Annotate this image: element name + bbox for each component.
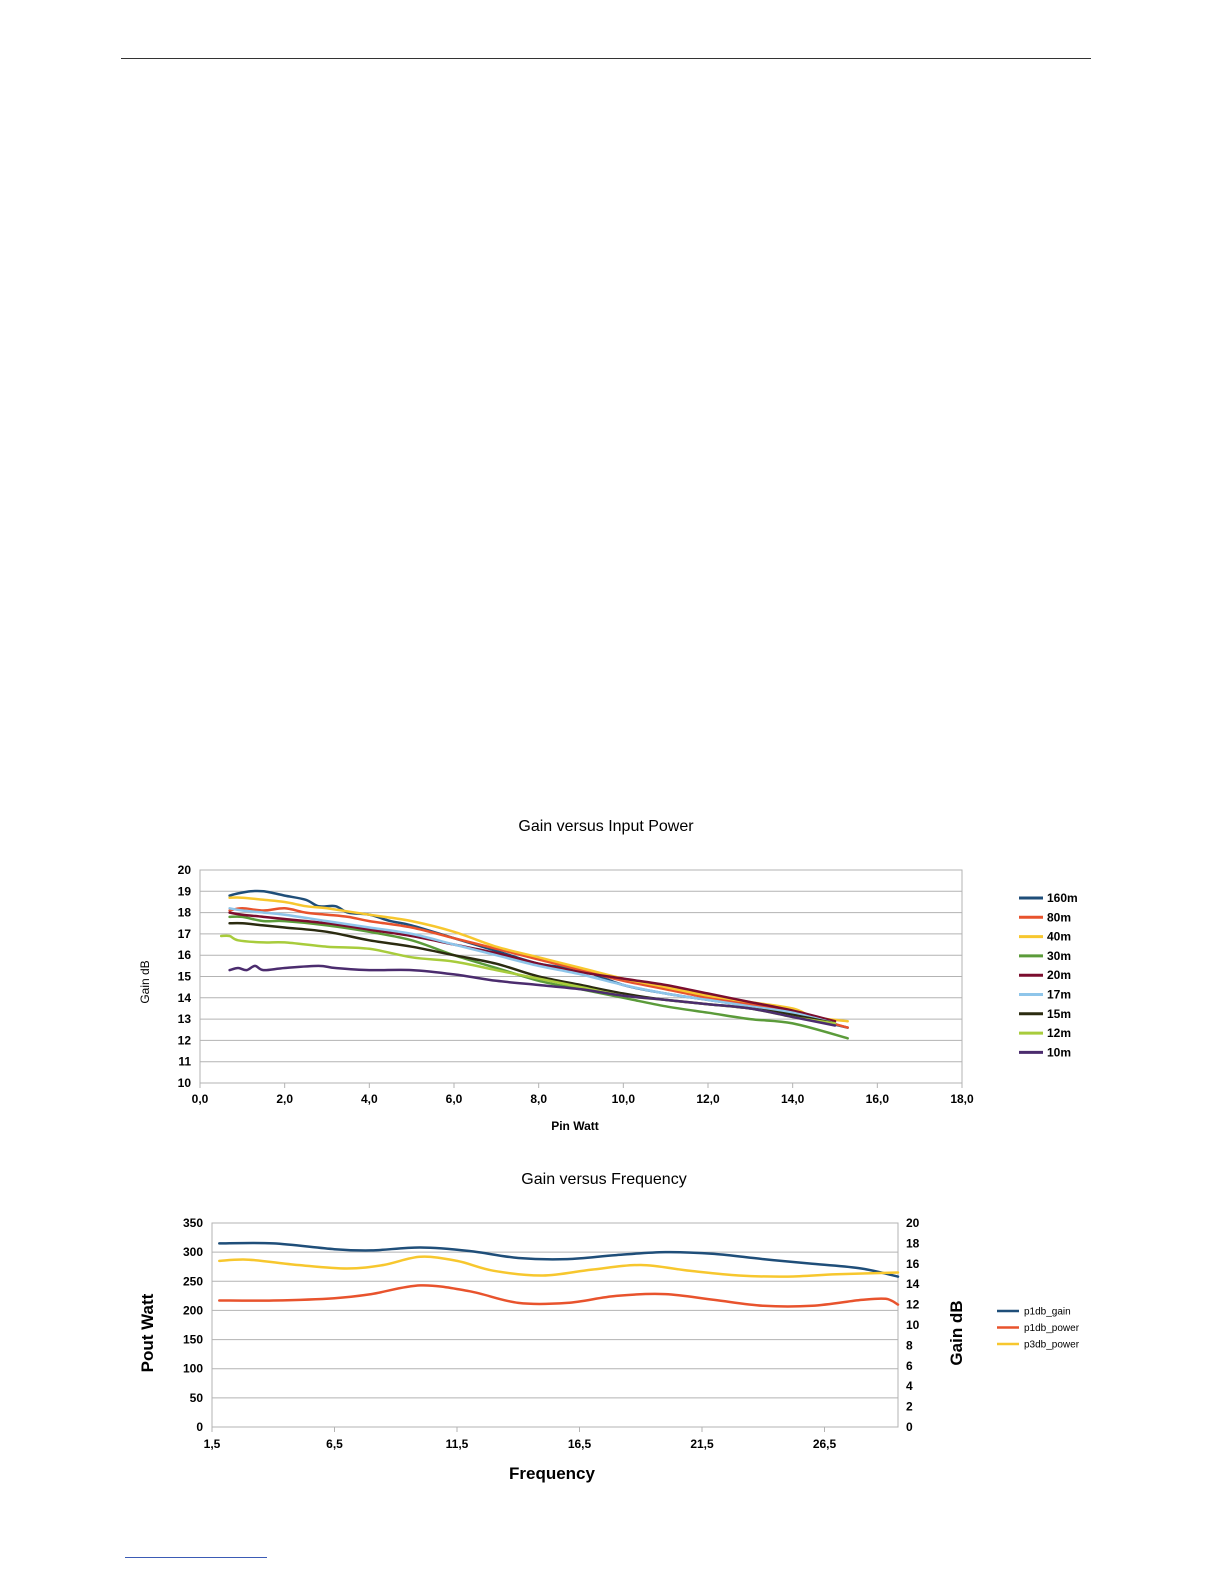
legend-label: p1db_gain [1024,1307,1071,1318]
x-tick-label: 0,0 [192,1092,209,1106]
y-tick-label: 100 [183,1362,203,1376]
x-axis-label: Pin Watt [551,1119,599,1133]
x-tick-labels: 1,5 6,5 11,5 16,5 21,5 26,5 [204,1437,837,1451]
y-tick-label: 13 [178,1012,192,1026]
x-tick-label: 18,0 [950,1092,974,1106]
y-tick-labels: 0 50 100 150 200 250 300 350 [183,1216,203,1434]
y2-tick-label: 6 [906,1359,913,1373]
legend-label: 40m [1047,930,1071,944]
legend-label: p1db_power [1024,1323,1080,1334]
chart-title: Gain versus Input Power [518,818,694,835]
legend-label: 30m [1047,949,1071,963]
y2-tick-label: 16 [906,1257,920,1271]
x-tick-label: 26,5 [813,1437,837,1451]
legend: 160m 80m 40m 30m 20m 17m 15m 12m 10m [1019,891,1078,1059]
y2-tick-label: 10 [906,1318,920,1332]
chart-title: Gain versus Frequency [521,1171,686,1188]
gain-vs-frequency-chart: Gain versus Frequency 1,5 6,5 11,5 16,5 21,5… [138,1171,1080,1483]
y2-tick-label: 4 [906,1379,913,1393]
legend-label: p3db_power [1024,1340,1080,1351]
series-line-80m [228,907,849,1029]
x-tick-label: 10,0 [612,1092,636,1106]
grid [211,1222,899,1432]
series-lines [219,889,849,1040]
y2-tick-label: 12 [906,1298,920,1312]
series-line-10m [228,964,837,1027]
x-tick-label: 6,0 [446,1092,463,1106]
x-tick-label: 2,0 [276,1092,293,1106]
x-tick-label: 4,0 [361,1092,378,1106]
legend-label: 160m [1047,891,1078,905]
x-tick-label: 14,0 [781,1092,805,1106]
y-tick-label: 50 [190,1391,204,1405]
y-tick-label: 0 [196,1420,203,1434]
legend-label: 15m [1047,1007,1071,1021]
x-tick-label: 12,0 [696,1092,720,1106]
y-axis-label: Pout Watt [138,1293,157,1372]
series-line-30m [228,915,849,1040]
y-tick-label: 350 [183,1216,203,1230]
y-tick-label: 15 [178,970,192,984]
y-tick-label: 12 [178,1033,192,1047]
y-tick-label: 16 [178,948,192,962]
footer-rule [125,1557,267,1558]
legend-label: 12m [1047,1026,1071,1040]
x-tick-label: 21,5 [690,1437,714,1451]
y2-tick-label: 18 [906,1236,920,1250]
y-tick-label: 14 [178,991,192,1005]
y2-tick-label: 20 [906,1216,920,1230]
y-tick-label: 300 [183,1245,203,1259]
y-tick-label: 150 [183,1333,203,1347]
y2-tick-labels: 0 2 4 6 8 10 12 14 16 18 20 [906,1216,920,1434]
series-line-p1db_power [218,1284,900,1308]
y-tick-label: 20 [178,863,192,877]
y-tick-label: 10 [178,1076,192,1090]
y2-tick-label: 14 [906,1277,920,1291]
y-tick-label: 11 [178,1055,191,1069]
y-tick-label: 18 [178,906,192,920]
grid [199,869,963,1088]
x-tick-label: 16,5 [568,1437,592,1451]
legend-label: 20m [1047,968,1071,982]
x-tick-label: 16,0 [866,1092,890,1106]
x-tick-label: 11,5 [446,1437,469,1451]
series-line-p1db_gain [218,1241,900,1278]
y-axis-label: Gain dB [138,960,152,1003]
y-tick-label: 17 [178,927,192,941]
series-lines [218,1241,900,1308]
series-line-p3db_power [218,1255,900,1278]
legend: p1db_gain p1db_power p3db_power [997,1307,1080,1351]
plot-area [211,1222,899,1428]
header-rule [121,58,1091,59]
y2-tick-label: 0 [906,1420,913,1434]
gain-vs-input-power-chart: Gain versus Input Power 0,0 2,0 4,0 6,0 8,0 1… [138,818,1078,1133]
y-tick-label: 200 [183,1303,203,1317]
x-tick-label: 6,5 [326,1437,343,1451]
y-tick-label: 19 [178,884,192,898]
legend-label: 80m [1047,910,1071,924]
y2-tick-label: 8 [906,1338,913,1352]
x-tick-labels: 0,0 2,0 4,0 6,0 8,0 10,0 12,0 14,0 16,0 18,0 [192,1092,974,1106]
y2-tick-label: 2 [906,1400,913,1414]
series-line-20m [228,911,837,1023]
x-axis-label: Frequency [509,1464,596,1483]
series-line-12m [219,934,837,1025]
y2-axis-label: Gain dB [947,1300,966,1365]
x-tick-label: 1,5 [204,1437,221,1451]
series-line-17m [228,907,837,1025]
y-tick-labels: 10 11 12 13 14 15 16 17 18 19 20 [178,863,192,1090]
legend-label: 17m [1047,988,1071,1002]
y-tick-label: 250 [183,1274,203,1288]
x-tick-label: 8,0 [530,1092,547,1106]
legend-label: 10m [1047,1045,1071,1059]
